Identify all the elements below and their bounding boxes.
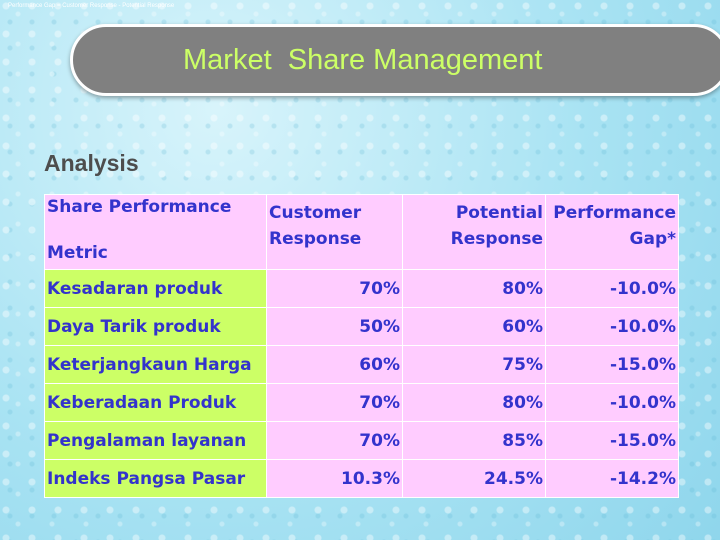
gap-cell: -15.0% — [545, 345, 679, 384]
table-row: Indeks Pangsa Pasar 10.3% 24.5% -14.2% — [44, 459, 679, 498]
metric-cell: Keterjangkaun Harga — [44, 345, 267, 384]
performance-table: Share Performance Metric Customer Respon… — [44, 194, 679, 498]
potential-cell: 85% — [402, 421, 546, 460]
customer-cell: 70% — [266, 421, 403, 460]
table-row: Kesadaran produk 70% 80% -10.0% — [44, 269, 679, 308]
gap-cell: -10.0% — [545, 383, 679, 422]
potential-cell: 60% — [402, 307, 546, 346]
gap-cell: -10.0% — [545, 269, 679, 308]
potential-cell: 80% — [402, 383, 546, 422]
potential-cell: 80% — [402, 269, 546, 308]
section-heading: Analysis — [44, 150, 139, 176]
header-customer-line2: Response — [269, 229, 362, 249]
header-customer: Customer Response — [266, 194, 403, 270]
table-row: Keberadaan Produk 70% 80% -10.0% — [44, 383, 679, 422]
gap-cell: -15.0% — [545, 421, 679, 460]
header-gap-line2: Gap* — [629, 229, 676, 249]
customer-cell: 50% — [266, 307, 403, 346]
customer-cell: 70% — [266, 383, 403, 422]
customer-cell: 70% — [266, 269, 403, 308]
metric-cell: Keberadaan Produk — [44, 383, 267, 422]
header-customer-line1: Customer — [269, 203, 362, 223]
potential-cell: 75% — [402, 345, 546, 384]
header-potential-line2: Response — [450, 229, 543, 249]
gap-cell: -14.2% — [545, 459, 679, 498]
metric-cell: Daya Tarik produk — [44, 307, 267, 346]
metric-cell: Pengalaman layanan — [44, 421, 267, 460]
metric-cell: Kesadaran produk — [44, 269, 267, 308]
table-header-row: Share Performance Metric Customer Respon… — [44, 194, 679, 270]
header-gap-line1: Performance — [553, 203, 676, 223]
header-metric: Share Performance Metric — [44, 194, 267, 270]
header-metric-line1: Share Performance — [47, 197, 232, 217]
header-gap: Performance Gap* — [545, 194, 679, 270]
metric-cell: Indeks Pangsa Pasar — [44, 459, 267, 498]
header-metric-line2: Metric — [47, 243, 108, 263]
customer-cell: 60% — [266, 345, 403, 384]
formula-caption: Performance Gap = Customer Response - Po… — [8, 3, 175, 9]
header-potential-line1: Potential — [455, 203, 543, 223]
table-row: Keterjangkaun Harga 60% 75% -15.0% — [44, 345, 679, 384]
table-row: Pengalaman layanan 70% 85% -15.0% — [44, 421, 679, 460]
gap-cell: -10.0% — [545, 307, 679, 346]
title-banner — [70, 24, 720, 96]
customer-cell: 10.3% — [266, 459, 403, 498]
potential-cell: 24.5% — [402, 459, 546, 498]
table-row: Daya Tarik produk 50% 60% -10.0% — [44, 307, 679, 346]
header-potential: Potential Response — [402, 194, 546, 270]
page-title: Market Share Management — [183, 44, 543, 76]
